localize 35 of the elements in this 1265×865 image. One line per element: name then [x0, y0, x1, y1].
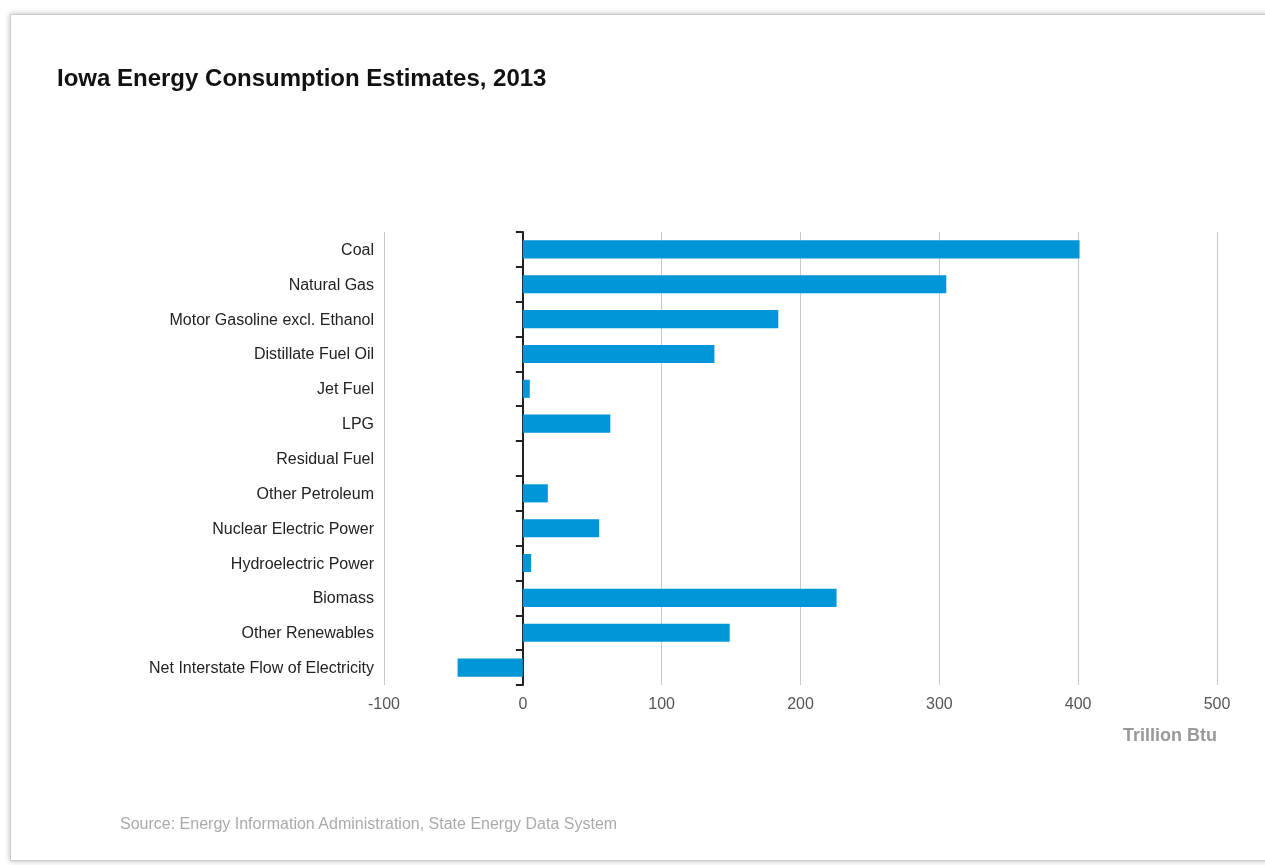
- y-tick-label: Other Petroleum: [256, 484, 374, 502]
- bar: [522, 240, 1080, 259]
- y-tick-label: Motor Gasoline excl. Ethanol: [169, 310, 374, 328]
- x-axis-title: Trillion Btu: [1123, 725, 1218, 745]
- x-tick-label: 500: [1203, 694, 1231, 712]
- bar: [522, 344, 715, 364]
- bar: [522, 623, 730, 642]
- y-tick-label: Biomass: [312, 589, 374, 607]
- chart-title: Iowa Energy Consumption Estimates, 2013: [57, 63, 547, 91]
- source-note: Source: Energy Information Administration, State Energy Data System: [120, 814, 618, 832]
- bar: [522, 379, 530, 398]
- y-tick-label: Distillate Fuel Oil: [253, 345, 374, 363]
- bar: [522, 588, 837, 607]
- bar: [522, 414, 611, 433]
- y-tick-label: Hydroelectric Power: [230, 554, 375, 572]
- y-tick-label: LPG: [341, 415, 374, 433]
- y-tick-label: Net Interstate Flow of Electricity: [149, 659, 374, 677]
- x-tick-label: 100: [648, 694, 676, 712]
- bar: [522, 519, 600, 538]
- x-tick-label: 300: [925, 694, 953, 712]
- y-tick-label: Natural Gas: [288, 275, 374, 293]
- y-tick-label: Jet Fuel: [317, 380, 374, 398]
- y-tick-label: Coal: [341, 240, 374, 258]
- bar: [522, 553, 532, 573]
- y-tick-label: Nuclear Electric Power: [212, 519, 375, 537]
- bar: [522, 484, 548, 503]
- y-tick-label: Residual Fuel: [276, 450, 374, 467]
- x-tick-label: 0: [518, 694, 528, 712]
- x-tick-label: 400: [1064, 694, 1092, 712]
- bar: [522, 275, 947, 294]
- x-tick-label: 200: [787, 694, 814, 712]
- bar: [522, 310, 779, 329]
- x-tick-label: -100: [367, 694, 401, 712]
- bar: [457, 658, 523, 677]
- y-tick-label: Other Renewables: [241, 624, 374, 642]
